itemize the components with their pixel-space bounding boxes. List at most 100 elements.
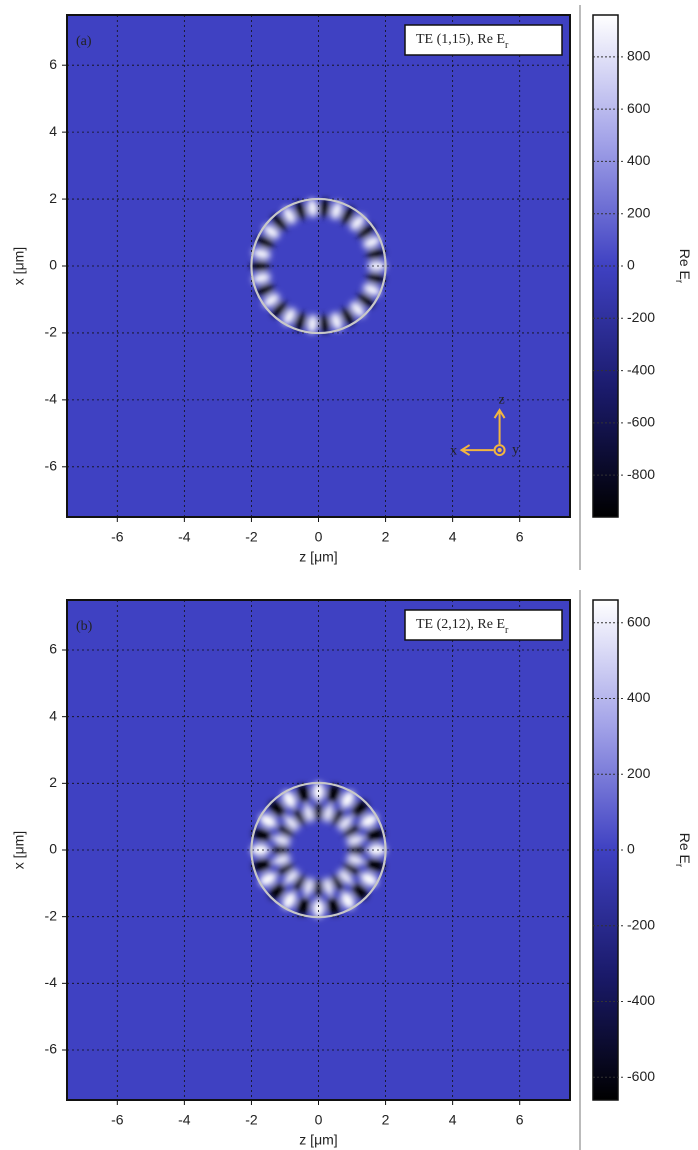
field-lobe (350, 301, 365, 318)
y-tick-label: -2 (45, 907, 58, 923)
colorbar-tick-label: -800 (627, 466, 655, 482)
glyph-arrow-up (493, 408, 506, 445)
colorbar-tick-label: -600 (627, 414, 655, 430)
field-lobe (331, 874, 344, 892)
field-lobe (362, 283, 381, 296)
y-tick-label: -6 (45, 1041, 58, 1057)
field-lobe (277, 825, 294, 837)
field-lobe (346, 835, 365, 845)
y-tick-label: -4 (45, 391, 58, 407)
y-tick-label: -2 (45, 324, 58, 340)
colorbar-tick-label: 600 (627, 100, 651, 116)
field-lobe (331, 201, 343, 220)
y-tick-label: 0 (49, 841, 57, 857)
y-tick-label: 2 (49, 190, 57, 206)
field-lobe (362, 236, 381, 249)
field-lobe (360, 872, 378, 887)
x-tick-label: 0 (315, 1112, 323, 1128)
field-lobe (259, 872, 277, 887)
y-tick-label: 4 (49, 707, 57, 723)
y-axis-label: x [μm] (11, 247, 27, 285)
field-lobe (252, 858, 272, 872)
glyph-dot (497, 447, 502, 453)
legend-sub: r (505, 625, 509, 636)
legend-box (404, 24, 563, 56)
x-tick-label: -4 (178, 529, 191, 545)
colorbar-tick-label: 0 (627, 841, 635, 857)
colorbar-label-main: Re E (677, 833, 693, 864)
field-lobes (250, 198, 387, 334)
field-lobe (331, 808, 344, 826)
field-lobe (272, 214, 287, 231)
axes-glyph (459, 408, 506, 457)
field-lobe (283, 206, 296, 224)
field-lobe (323, 803, 333, 823)
colorbar-tick-label: 400 (627, 689, 651, 705)
panel-label: (a) (76, 34, 92, 49)
field-lobe (272, 835, 291, 845)
colorbar-label-sub: r (673, 280, 684, 284)
field-lobe (283, 308, 296, 326)
x-tick-label: -4 (178, 1112, 191, 1128)
colorbar-tick-label: 200 (627, 765, 651, 781)
x-tick-label: 6 (516, 529, 524, 545)
field-lobe (284, 869, 299, 885)
field-lobe (331, 312, 343, 331)
field-lobe (252, 248, 271, 260)
glyph-arrow-left (459, 444, 494, 456)
colorbar-label-main: Re E (677, 249, 693, 280)
field-lobe (282, 891, 297, 910)
legend: TE (1,15), Re Er (416, 32, 509, 51)
y-tick-label: -6 (45, 458, 58, 474)
x-tick-label: -6 (111, 1112, 124, 1128)
legend: TE (2,12), Re Er (416, 617, 509, 636)
field-lobe (294, 201, 306, 220)
field-lobe (327, 784, 340, 803)
x-tick-label: -2 (245, 1112, 258, 1128)
field-lobe (366, 248, 385, 260)
field-lobe (304, 803, 314, 823)
field-lobe (307, 198, 318, 218)
legend-main: TE (1,15), Re E (416, 32, 505, 47)
field-lobe (297, 897, 310, 916)
colorbar-tick-label: 0 (627, 257, 635, 273)
field-lobe (338, 869, 353, 885)
field-lobe (350, 214, 365, 231)
glyph-label: z (498, 392, 504, 407)
field-lobe (346, 855, 365, 865)
field-lobe (269, 883, 286, 900)
field-lobe (357, 224, 374, 239)
field-lobe (277, 863, 294, 875)
x-tick-label: 6 (516, 1112, 524, 1128)
field-lobe (314, 878, 323, 898)
panel-label: (b) (76, 619, 93, 634)
colorbar-tick-label: -400 (627, 992, 655, 1008)
x-tick-label: -2 (245, 529, 258, 545)
y-tick-label: 6 (49, 641, 57, 657)
x-tick-label: 4 (449, 1112, 457, 1128)
field-lobe (252, 272, 271, 284)
resonator-circle (250, 781, 387, 919)
field-lobe (365, 858, 385, 872)
field-lobe (259, 813, 277, 828)
x-tick-label: 2 (382, 529, 390, 545)
field-lobe (304, 877, 314, 897)
colorbar-tick-label: 400 (627, 152, 651, 168)
field-lobe (250, 261, 270, 271)
field-lobe (367, 261, 387, 271)
field-lobe (366, 272, 385, 284)
plot-frame (66, 599, 571, 1101)
field-lobe (284, 815, 299, 831)
colorbar-label: Re Er (673, 833, 693, 868)
field-lobe (270, 845, 290, 855)
field-lobe (365, 828, 385, 842)
x-tick-label: -6 (111, 529, 124, 545)
y-axis-label: x [μm] (11, 831, 27, 869)
colorbar-tick-label: -600 (627, 1068, 655, 1084)
field-lobe (360, 813, 378, 828)
field-lobe (341, 308, 354, 326)
field-lobe (343, 825, 360, 837)
field-lobe (319, 314, 330, 334)
field-lobe (319, 198, 330, 218)
